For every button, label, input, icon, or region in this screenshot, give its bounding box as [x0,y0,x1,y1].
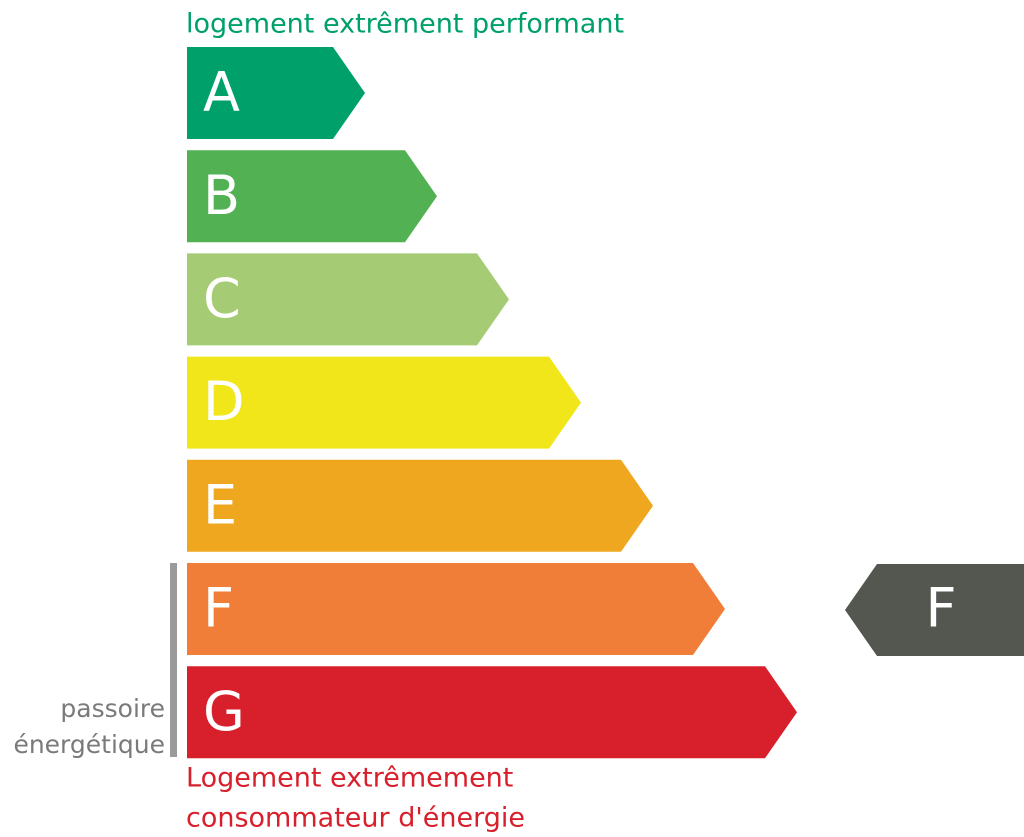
passoire-bar [170,563,177,757]
band-letter: B [203,164,240,227]
band [187,563,725,655]
band-letter: G [203,680,245,743]
band-letter: E [203,473,237,536]
bottom-label: consommateur d'énergie [186,803,525,834]
band [187,356,581,449]
passoire-label: passoire [60,694,165,723]
indicator-letter: F [925,577,956,640]
band [187,150,437,243]
band [187,47,365,139]
band [187,253,509,346]
band-letter: C [203,267,241,330]
band [187,666,797,759]
band-letter: D [203,370,245,433]
band-letter: F [203,577,234,640]
band [187,459,653,552]
passoire-label: énergétique [13,730,165,759]
bottom-label: Logement extrêmement [186,763,513,794]
band-letter: A [203,61,240,124]
top-label: logement extrêment performant [186,9,624,40]
rating-indicator [845,564,1024,656]
